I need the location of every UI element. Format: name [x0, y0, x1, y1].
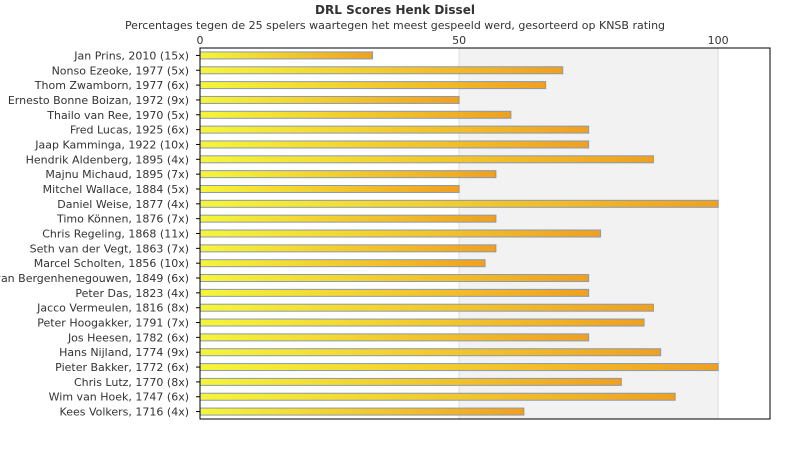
category-label: Ernesto Bonne Boizan, 1972 (9x) [8, 94, 189, 107]
bar [199, 110, 512, 119]
category-label: Fred Lucas, 1925 (6x) [70, 124, 189, 137]
category-label: Hans Nijland, 1774 (9x) [59, 346, 189, 359]
bar [199, 95, 460, 104]
category-label: Jaap Kamminga, 1922 (10x) [34, 138, 189, 151]
chart-title: DRL Scores Henk Dissel [315, 3, 475, 17]
bar [199, 407, 525, 416]
category-label: Peter Hoogakker, 1791 (7x) [37, 317, 189, 330]
category-label: Marcel Scholten, 1856 (10x) [34, 257, 189, 270]
plot-area: 0 50 100 Jan Prins, 2010 (15x) Nonso Ezeoke,… [0, 34, 771, 420]
category-label: Jan Prins, 2010 (15x) [73, 49, 189, 62]
bar [199, 229, 602, 238]
bar [199, 363, 719, 372]
category-label: Seth van der Vegt, 1863 (7x) [30, 242, 189, 255]
bar [199, 170, 497, 179]
bar [199, 81, 547, 90]
category-label: Chris Regeling, 1868 (11x) [42, 228, 189, 241]
bar [199, 288, 590, 297]
category-label: Mitchel Wallace, 1884 (5x) [43, 183, 189, 196]
category-label: Jacco Vermeulen, 1816 (8x) [36, 302, 189, 315]
category-label: Daniel Weise, 1877 (4x) [57, 198, 189, 211]
plot-frame [199, 47, 771, 420]
category-label: Peter Das, 1823 (4x) [75, 287, 189, 300]
category-label: Majnu Michaud, 1895 (7x) [45, 168, 189, 181]
category-label: Pieter Bakker, 1772 (6x) [55, 361, 189, 374]
bar [199, 259, 486, 268]
bar [199, 348, 662, 357]
category-label: Nonso Ezeoke, 1977 (5x) [52, 64, 189, 77]
category-label: Chris Lutz, 1770 (8x) [74, 376, 189, 389]
category-label: Wim van Hoek, 1747 (6x) [49, 391, 189, 404]
bar [199, 303, 654, 312]
bar [199, 51, 374, 60]
bar [199, 377, 622, 386]
category-label: Kees Volkers, 1716 (4x) [60, 406, 189, 419]
bar [199, 318, 645, 327]
bar [199, 244, 497, 253]
bar [199, 214, 497, 223]
category-label: Thom Zwamborn, 1977 (6x) [34, 79, 189, 92]
x-tick-label: 50 [452, 34, 466, 47]
bar [199, 140, 590, 149]
x-tick-label: 100 [708, 34, 729, 47]
category-label: Hendrik Aldenberg, 1895 (4x) [26, 153, 189, 166]
bar [199, 155, 654, 164]
bar [199, 392, 676, 401]
x-tick-label: 0 [197, 34, 204, 47]
category-label: Jos Heesen, 1782 (6x) [67, 331, 189, 344]
bar [199, 125, 590, 134]
chart-subtitle: Percentages tegen de 25 spelers waartege… [125, 19, 665, 32]
category-label: Timo Können, 1876 (7x) [56, 213, 189, 226]
category-label: Thailo van Ree, 1970 (5x) [46, 109, 189, 122]
bar [199, 333, 590, 342]
bar [199, 184, 460, 193]
bar [199, 199, 719, 208]
category-label: Roel van Bergenhenegouwen, 1849 (6x) [0, 272, 189, 285]
bar [199, 66, 564, 75]
bar [199, 274, 590, 283]
